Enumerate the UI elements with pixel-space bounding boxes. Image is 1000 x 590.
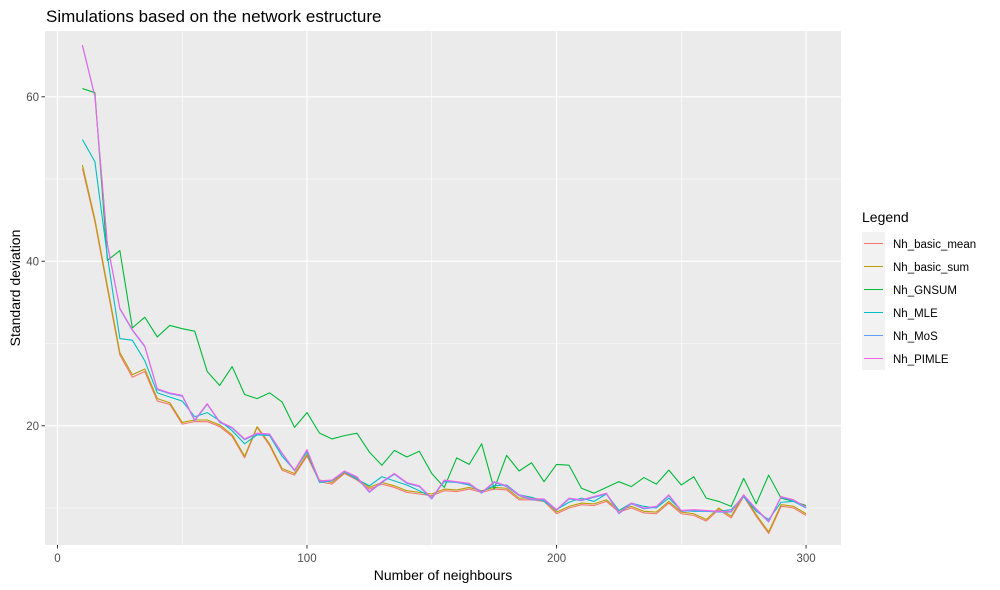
legend-items: Nh_basic_mean Nh_basic_sum Nh_GNSUM Nh_MLE N… [862, 232, 976, 370]
axis-ticks: 0 100 200 300 20 40 60 [26, 92, 815, 565]
legend-item: Nh_GNSUM [862, 278, 957, 301]
grid [45, 31, 841, 545]
y-tick-label: 20 [26, 421, 39, 433]
y-axis-title: Standard deviation [7, 230, 23, 347]
legend-label: Nh_basic_sum [893, 262, 969, 274]
y-tick-label: 40 [26, 256, 39, 268]
legend-title: Legend [862, 209, 909, 225]
x-tick-label: 300 [796, 553, 815, 565]
legend-label: Nh_MoS [893, 331, 938, 343]
plot-panel [45, 31, 841, 545]
legend: Legend Nh_basic_mean Nh_basic_sum Nh_GNSUM… [862, 209, 976, 370]
legend-item: Nh_MLE [862, 301, 938, 324]
x-tick-label: 0 [54, 553, 60, 565]
x-tick-label: 100 [297, 553, 316, 565]
series-lines [81, 44, 807, 535]
legend-label: Nh_GNSUM [893, 285, 957, 297]
legend-label: Nh_PIMLE [893, 354, 949, 366]
series-line-Nh_basic_sum [81, 164, 807, 533]
series-line-Nh_GNSUM [82, 88, 807, 507]
legend-item: Nh_MoS [862, 324, 938, 347]
x-axis-title: Number of neighbours [374, 567, 513, 583]
legend-item: Nh_basic_sum [862, 255, 969, 278]
legend-label: Nh_MLE [893, 308, 938, 320]
chart-title: Simulations based on the network estruct… [46, 7, 381, 26]
legend-item: Nh_PIMLE [862, 347, 949, 370]
series-line-Nh_PIMLE [81, 44, 807, 522]
legend-item: Nh_basic_mean [862, 232, 976, 255]
legend-label: Nh_basic_mean [893, 239, 976, 251]
series-line-Nh_basic_mean [81, 168, 807, 535]
y-tick-label: 60 [26, 92, 39, 104]
x-tick-label: 200 [547, 553, 566, 565]
